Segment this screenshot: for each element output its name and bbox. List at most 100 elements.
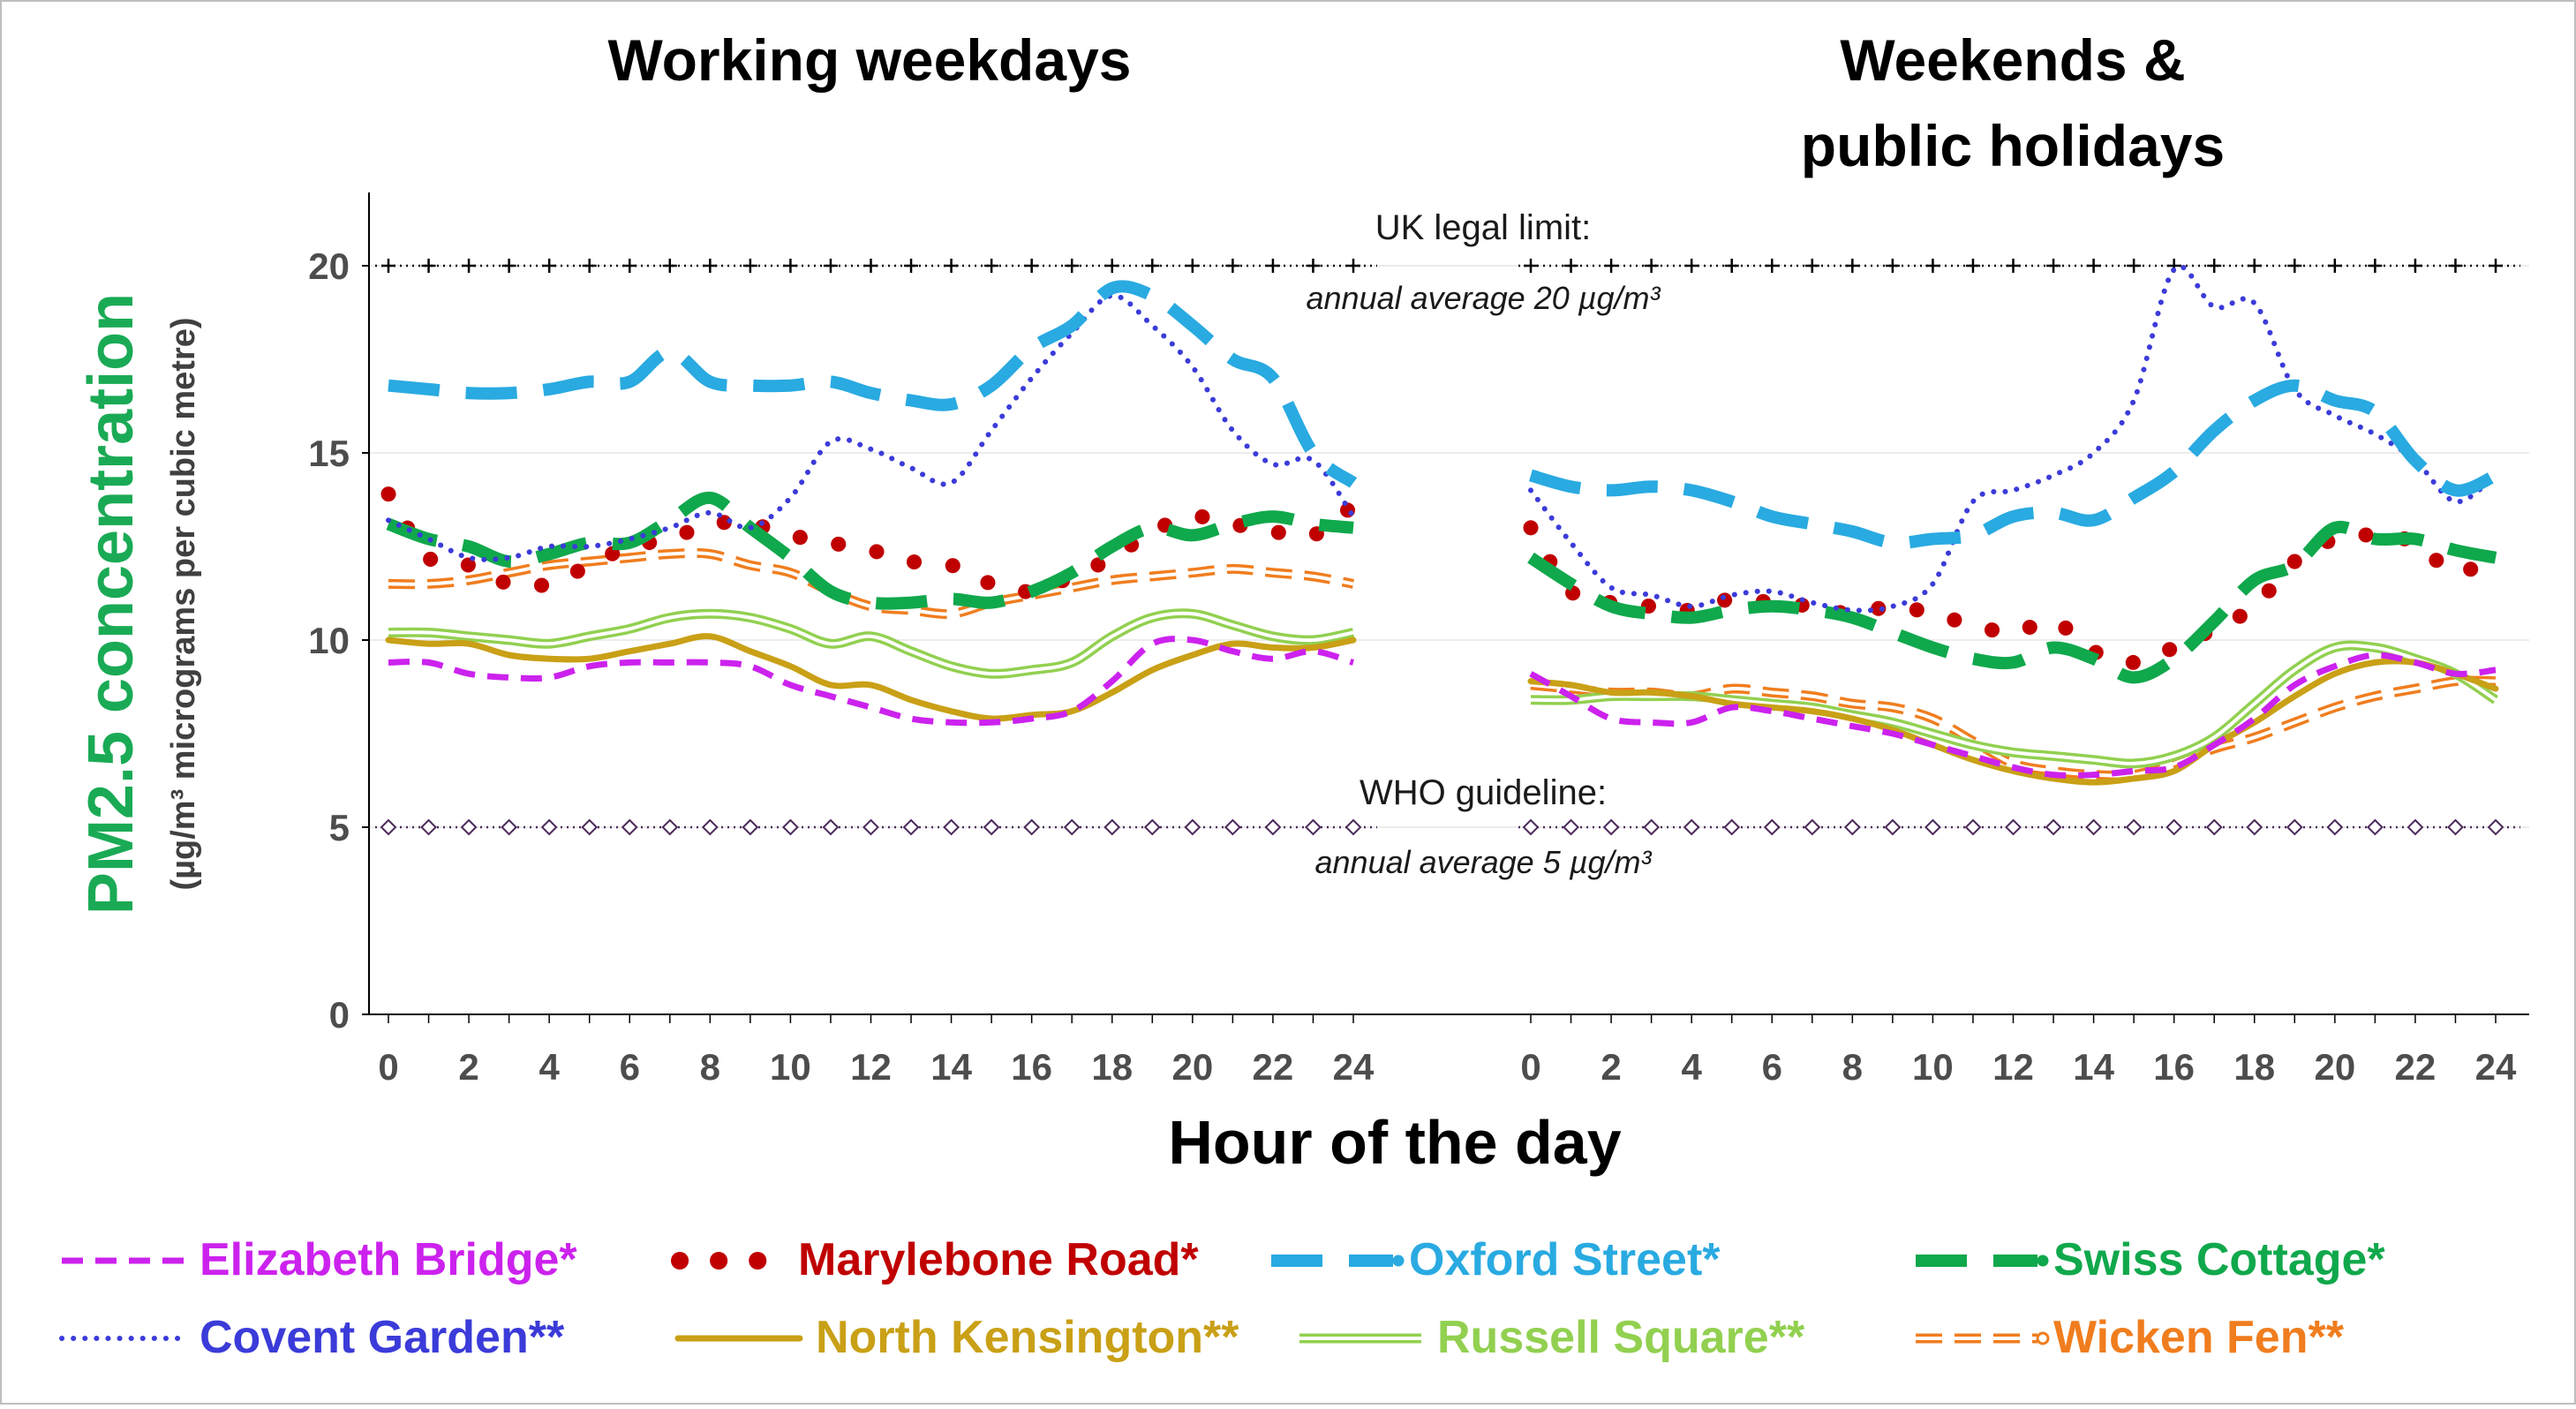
x-tick-label: 14 (2073, 1046, 2114, 1088)
reference-marker-plus (1684, 259, 1699, 273)
legend-item: Oxford Street* (1271, 1234, 1721, 1285)
reference-marker-plus (742, 259, 757, 273)
reference-marker-plus (1024, 259, 1039, 273)
series-line-oxford-street-weekdays (388, 280, 1358, 488)
reference-marker-plus (1644, 259, 1659, 273)
reference-marker-diamond (1643, 818, 1661, 836)
y-tick-label: 5 (329, 807, 350, 848)
reference-marker-plus (863, 259, 878, 273)
legend-item: North Kensington** (674, 1312, 1239, 1363)
legend-item: Elizabeth Bridge* (62, 1234, 577, 1285)
reference-marker-plus (1065, 259, 1080, 273)
reference-marker-diamond (581, 818, 599, 836)
reference-marker-plus (1306, 259, 1321, 273)
x-tick-label: 8 (700, 1046, 720, 1088)
reference-marker-plus (2489, 259, 2503, 273)
legend-item: Swiss Cottage* (1916, 1234, 2385, 1285)
reference-marker-diamond (1184, 818, 1201, 836)
reference-marker-plus (1145, 259, 1160, 273)
reference-marker-diamond (1964, 818, 1982, 836)
reference-marker-diamond (862, 818, 879, 836)
who-guideline-sublabel: annual average 5 µg/m³ (1315, 844, 1653, 880)
reference-marker-diamond (742, 818, 759, 836)
legend-label: Elizabeth Bridge* (200, 1234, 577, 1285)
x-tick-label: 10 (770, 1046, 811, 1088)
reference-marker-plus (703, 259, 718, 273)
reference-marker-plus (662, 259, 677, 273)
reference-marker-plus (1965, 259, 1980, 273)
series-line-elizabeth-bridge-weekdays (388, 636, 1355, 727)
reference-marker-plus (984, 259, 999, 273)
reference-marker-diamond (621, 818, 638, 836)
reference-marker-plus (1804, 259, 1819, 273)
reference-marker-plus (1765, 259, 1780, 273)
reference-marker-diamond (782, 818, 799, 836)
reference-marker-diamond (2045, 818, 2062, 836)
x-tick-label: 6 (1762, 1046, 1782, 1088)
reference-marker-plus (2368, 259, 2383, 273)
reference-marker-diamond (1563, 818, 1579, 836)
x-tick-label: 10 (1912, 1046, 1954, 1088)
x-tick-label: 18 (1091, 1046, 1133, 1088)
reference-marker-diamond (701, 818, 719, 836)
reference-marker-diamond (2407, 818, 2424, 836)
reference-marker-diamond (1602, 818, 1620, 836)
reference-marker-diamond (1884, 818, 1902, 836)
reference-marker-plus (1346, 259, 1360, 273)
reference-marker-plus (1724, 259, 1739, 273)
x-tick-label: 22 (1253, 1046, 1294, 1088)
series-line-north-kensington-weekdays (385, 633, 1357, 722)
reference-marker-diamond (1723, 818, 1741, 836)
reference-marker-diamond (1143, 818, 1161, 836)
legend: Elizabeth Bridge* Marylebone Road* Oxford … (59, 1234, 2385, 1363)
x-tick-label: 4 (1681, 1046, 1702, 1088)
reference-marker-diamond (2165, 818, 2183, 836)
y-tick-label: 15 (308, 433, 350, 474)
series-line-swiss-cottage-weekdays (386, 491, 1354, 610)
series-line-swiss-cottage-weekends (1527, 520, 2497, 684)
series-line-north-kensington-weekends (1527, 658, 2499, 786)
x-tick-label: 18 (2233, 1046, 2275, 1088)
legend-label: Marylebone Road* (798, 1234, 1199, 1285)
reference-marker-diamond (1522, 818, 1540, 836)
x-tick-label: 16 (2153, 1046, 2195, 1088)
x-tick-label: 6 (620, 1046, 640, 1088)
uk-limit-label: UK legal limit: (1375, 208, 1592, 247)
legend-item: Russell Square** (1299, 1312, 1805, 1363)
legend-swatch-marker (2036, 1331, 2050, 1345)
reference-marker-diamond (2125, 818, 2143, 836)
reference-marker-plus (2287, 259, 2302, 273)
series-line-marylebone-road-weekdays (380, 486, 1361, 599)
legend-item: Wicken Fen** (1916, 1312, 2345, 1363)
x-tick-label: 0 (1520, 1046, 1540, 1088)
reference-marker-diamond (1804, 818, 1821, 836)
y-axis-subtitle: (µg/m³ micrograms per cubic metre) (165, 317, 202, 890)
reference-marker-plus (381, 259, 395, 273)
reference-marker-diamond (2085, 818, 2102, 836)
series-line-marylebone-road-weekends (1523, 520, 2504, 670)
panel-title-weekends-line2: public holidays (1801, 113, 2225, 178)
reference-marker-diamond (1305, 818, 1322, 836)
reference-marker-diamond (2005, 818, 2022, 836)
reference-marker-diamond (2286, 818, 2303, 836)
reference-marker-diamond (1763, 818, 1781, 836)
legend-swatch-marker (1392, 1255, 1405, 1267)
reference-marker-plus (2407, 259, 2422, 273)
series-line-wicken-fen-weekdays (388, 547, 1355, 620)
reference-marker-plus (2247, 259, 2262, 273)
reference-marker-diamond (2246, 818, 2263, 836)
reference-marker-diamond (661, 818, 679, 836)
reference-marker-plus (2207, 259, 2222, 273)
x-axis-title: Hour of the day (1168, 1108, 1621, 1177)
reference-marker-plus (1104, 259, 1119, 273)
reference-marker-diamond (420, 818, 437, 836)
legend-label: Covent Garden** (200, 1312, 565, 1363)
series-line-oxford-street-weekends (1528, 379, 2498, 550)
reference-marker-plus (1925, 259, 1940, 273)
reference-marker-diamond (540, 818, 558, 836)
reference-marker-diamond (822, 818, 840, 836)
series-line-covent-garden-weekdays (386, 292, 1356, 562)
